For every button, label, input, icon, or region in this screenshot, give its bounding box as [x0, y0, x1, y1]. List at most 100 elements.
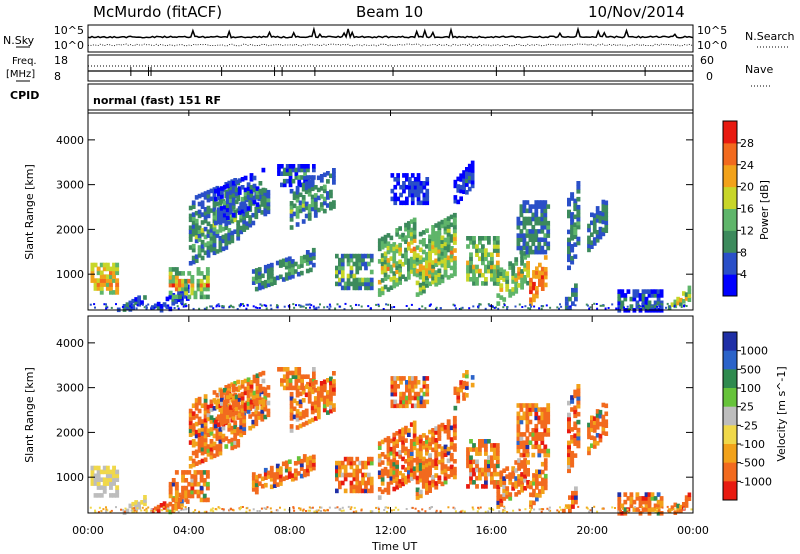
- velocity-cell: [191, 411, 196, 416]
- velocity-cell: [466, 484, 470, 489]
- velocity-cell: [377, 453, 382, 459]
- velocity-cell: [484, 459, 488, 465]
- power-cell: [537, 200, 542, 205]
- velocity-cell: [338, 468, 342, 474]
- velocity-cell: [102, 485, 107, 490]
- power-cell: [392, 250, 397, 256]
- velocity-cell: [266, 392, 271, 398]
- power-cell: [399, 184, 403, 190]
- velocity-cell: [231, 399, 236, 405]
- power-cell: [475, 248, 479, 253]
- velocity-cell: [277, 367, 281, 372]
- velocity-cell: [206, 444, 211, 449]
- velocity-cell: [254, 421, 259, 427]
- power-cell: [453, 198, 458, 204]
- power-cell: [254, 210, 259, 216]
- power-cell: [304, 205, 309, 211]
- power-cell: [570, 259, 575, 265]
- power-cell: [242, 219, 247, 225]
- power-cell: [128, 307, 133, 312]
- power-cell: [215, 229, 220, 234]
- power-scatter-point: [478, 303, 481, 305]
- power-cell: [459, 196, 463, 201]
- velocity-cell: [209, 446, 214, 452]
- velocity-cell: [567, 452, 571, 458]
- power-cell: [525, 249, 530, 255]
- velocity-cell: [519, 419, 524, 425]
- power-cell: [194, 218, 199, 224]
- velocity-cell: [452, 443, 457, 448]
- power-cell: [407, 241, 411, 247]
- power-cell: [188, 237, 193, 242]
- power-cell: [459, 188, 463, 194]
- power-scatter-point: [421, 305, 424, 308]
- velocity-scatter-point: [177, 510, 180, 513]
- velocity-cell: [415, 475, 420, 481]
- power-cell: [197, 201, 202, 207]
- velocity-colorbar-tick-label: 1000: [740, 345, 768, 358]
- velocity-cell: [243, 386, 248, 392]
- power-cell: [303, 167, 307, 173]
- velocity-cell: [215, 392, 220, 398]
- power-cell: [168, 275, 173, 280]
- power-cell: [254, 268, 259, 273]
- power-cell: [421, 238, 426, 243]
- velocity-cell: [418, 450, 423, 456]
- velocity-cell: [478, 471, 482, 477]
- velocity-cell: [399, 376, 403, 381]
- power-cell: [228, 194, 233, 199]
- power-cell: [230, 234, 235, 240]
- power-cell: [407, 275, 411, 280]
- power-cell: [200, 247, 205, 253]
- power-scatter-point: [222, 306, 225, 309]
- power-cell: [364, 261, 368, 267]
- power-cell: [266, 189, 271, 195]
- velocity-cell: [492, 471, 497, 477]
- power-cell: [392, 283, 397, 289]
- power-scatter-point: [477, 304, 480, 307]
- power-cell: [194, 230, 199, 236]
- power-cell: [174, 278, 179, 284]
- power-cell: [595, 218, 600, 223]
- velocity-cell: [576, 403, 581, 409]
- velocity-cell: [266, 474, 271, 479]
- power-scatter-point: [524, 305, 527, 308]
- power-cell: [225, 199, 230, 205]
- power-cell: [319, 186, 324, 191]
- velocity-cell: [310, 401, 315, 407]
- velocity-cell: [380, 460, 385, 465]
- power-cell: [505, 271, 510, 276]
- velocity-cell: [364, 464, 368, 470]
- power-cell: [231, 200, 236, 206]
- velocity-cell: [502, 480, 507, 485]
- velocity-cell: [484, 467, 488, 473]
- velocity-cell: [490, 455, 494, 460]
- power-cell: [623, 293, 628, 298]
- power-scatter-point: [377, 303, 380, 306]
- velocity-cell: [168, 485, 173, 491]
- velocity-cell: [456, 398, 461, 404]
- power-cell: [396, 196, 400, 202]
- velocity-cell: [398, 433, 402, 438]
- velocity-cell: [462, 396, 466, 401]
- power-cell: [499, 271, 504, 276]
- velocity-cell: [178, 497, 182, 503]
- power-cell: [209, 247, 214, 253]
- power-cell: [425, 196, 430, 202]
- power-scatter-point: [212, 307, 215, 310]
- velocity-cell: [338, 472, 342, 478]
- velocity-cell: [419, 403, 424, 409]
- power-cell: [392, 279, 397, 285]
- velocity-cell: [316, 406, 321, 412]
- velocity-cell: [641, 496, 646, 501]
- velocity-cell: [326, 378, 330, 383]
- velocity-colorbar-tick-label: -500: [740, 457, 765, 470]
- velocity-cell: [392, 461, 397, 467]
- velocity-cell: [511, 486, 516, 491]
- velocity-cell: [316, 414, 321, 420]
- velocity-cell: [412, 445, 417, 451]
- velocity-scatter-point: [435, 511, 437, 514]
- velocity-cell: [206, 448, 211, 453]
- velocity-cell: [295, 392, 300, 398]
- power-cell: [326, 179, 330, 184]
